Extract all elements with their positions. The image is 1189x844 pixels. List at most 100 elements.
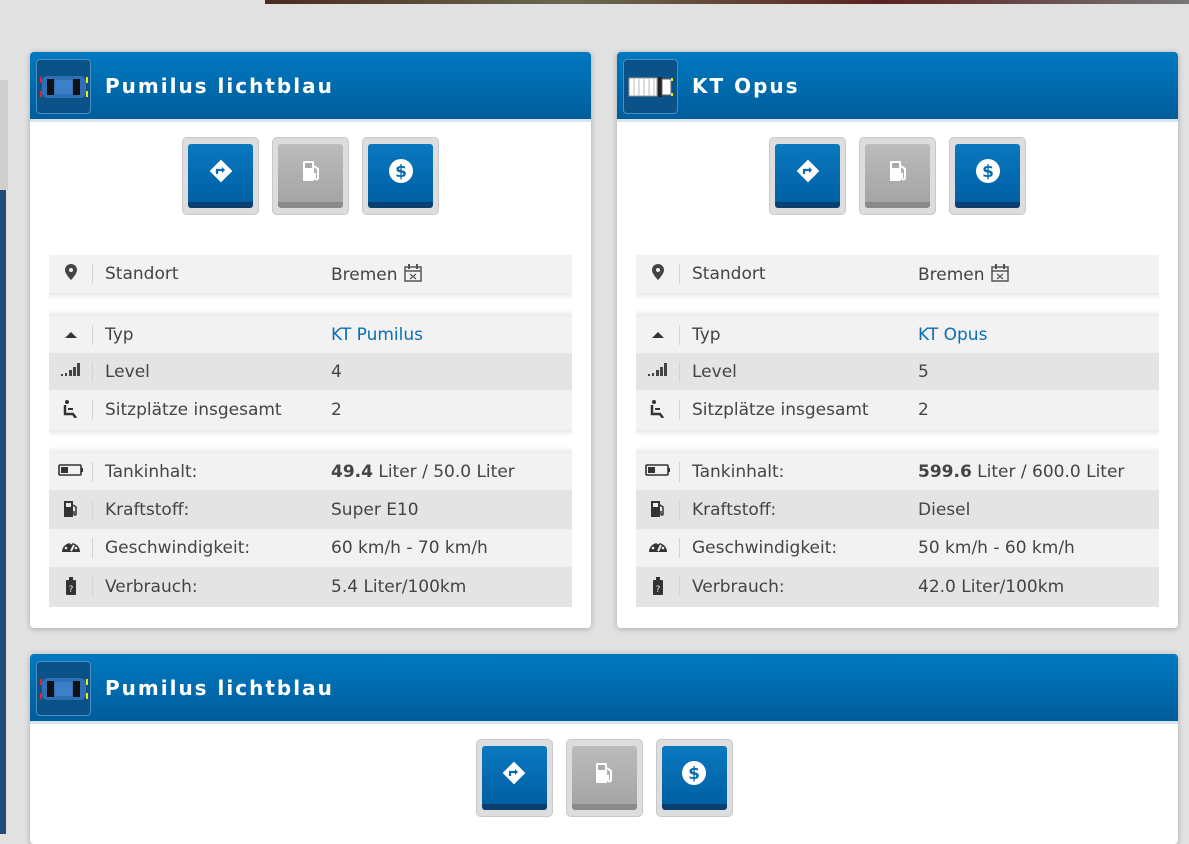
dollar-icon: $ <box>680 759 708 791</box>
section-spacer <box>49 293 572 316</box>
consumption-value-cell: 5.4 Liter/100km <box>331 577 572 597</box>
route-button-frame <box>182 137 259 215</box>
tank-value-cell: 599.6 Liter / 600.0 Liter <box>918 462 1159 482</box>
speed-value-cell: 60 km/h - 70 km/h <box>331 538 572 558</box>
cons-icon: ? <box>49 577 93 597</box>
background-strip <box>265 0 1189 4</box>
refuel-button <box>278 144 343 208</box>
section-spacer <box>636 430 1159 453</box>
detail-row-standort: Standort Bremen <box>49 255 572 293</box>
seats-value-cell: 2 <box>918 400 1159 420</box>
car-top-view-icon <box>36 59 91 114</box>
vehicle-card-header: Pumilus lichtblau <box>30 654 1178 724</box>
sell-button[interactable]: $ <box>661 746 727 810</box>
svg-text:$: $ <box>688 764 700 784</box>
fuel-pump-icon <box>887 158 909 188</box>
fuel-value: Super E10 <box>331 499 419 520</box>
bars-icon <box>49 361 93 382</box>
detail-row-speed: Geschwindigkeit: 60 km/h - 70 km/h <box>49 529 572 567</box>
fuel-pump-icon <box>300 158 322 188</box>
tank-current: 49.4 <box>331 461 373 482</box>
svg-text:?: ? <box>655 585 660 595</box>
sell-button-frame: $ <box>949 137 1026 215</box>
refuel-button-frame <box>272 137 349 215</box>
route-button-frame <box>475 739 553 817</box>
seats-value: 2 <box>918 400 929 420</box>
fuel-value: Diesel <box>918 499 971 520</box>
vehicle-card: Pumilus lichtblau $ <box>30 654 1178 844</box>
vehicle-details: Standort Bremen Typ KT Opus Level 5 Sitz… <box>636 255 1159 607</box>
level-value: 4 <box>331 361 342 382</box>
detail-row-level: Level 4 <box>49 353 572 390</box>
pin-icon <box>636 264 680 284</box>
action-buttons: $ <box>617 137 1178 215</box>
seat-icon <box>636 400 680 420</box>
battery-icon <box>636 461 680 482</box>
route-button[interactable] <box>188 144 253 208</box>
seats-value: 2 <box>331 400 342 420</box>
section-spacer <box>636 293 1159 316</box>
gauge-icon <box>49 538 93 558</box>
level-value: 5 <box>918 361 929 382</box>
sell-button[interactable]: $ <box>955 144 1020 208</box>
calendar-x-icon[interactable] <box>403 264 423 285</box>
fuel-value-cell: Super E10 <box>331 500 572 520</box>
consumption-value-cell: 42.0 Liter/100km <box>918 577 1159 597</box>
standort-value: Bremen <box>331 265 398 285</box>
detail-row-typ: Typ KT Opus <box>636 316 1159 353</box>
consumption-label: Verbrauch: <box>105 577 198 597</box>
detail-row-typ: Typ KT Pumilus <box>49 316 572 353</box>
vehicle-card-header: Pumilus lichtblau <box>30 52 591 122</box>
calendar-x-icon[interactable] <box>990 264 1010 285</box>
sell-button[interactable]: $ <box>368 144 433 208</box>
sell-button-frame: $ <box>655 739 733 817</box>
standort-value-cell: Bremen <box>918 263 1159 285</box>
typ-label: Typ <box>692 324 721 345</box>
vehicle-card-header: KT Opus <box>617 52 1178 122</box>
tank-label: Tankinhalt: <box>692 461 785 482</box>
vehicle-card: Pumilus lichtblau $ Standort Bremen Typ … <box>30 52 591 628</box>
route-icon <box>208 158 234 188</box>
seat-icon <box>49 400 93 420</box>
dollar-icon: $ <box>974 157 1002 189</box>
typ-link[interactable]: KT Pumilus <box>331 324 423 345</box>
detail-row-consumption: ? Verbrauch: 42.0 Liter/100km <box>636 567 1159 607</box>
fuel-icon <box>636 499 680 520</box>
typ-link[interactable]: KT Opus <box>918 324 988 345</box>
fuel-value-cell: Diesel <box>918 500 1159 520</box>
standort-label: Standort <box>105 264 179 284</box>
fuel-icon <box>49 499 93 520</box>
svg-text:$: $ <box>395 162 407 182</box>
level-label: Level <box>692 361 737 382</box>
tank-label: Tankinhalt: <box>105 461 198 482</box>
speed-value-cell: 50 km/h - 60 km/h <box>918 538 1159 558</box>
level-value-cell: 4 <box>331 362 572 382</box>
background-strip <box>0 80 8 190</box>
car-top-view-icon <box>36 661 91 716</box>
section-spacer <box>49 430 572 453</box>
vehicle-title: Pumilus lichtblau <box>105 74 334 98</box>
fuel-label: Kraftstoff: <box>692 499 777 520</box>
detail-row-seats: Sitzplätze insgesamt 2 <box>49 390 572 430</box>
action-buttons: $ <box>30 739 1178 817</box>
svg-text:?: ? <box>68 585 73 595</box>
detail-row-tank: Tankinhalt: 49.4 Liter / 50.0 Liter <box>49 453 572 490</box>
detail-row-seats: Sitzplätze insgesamt 2 <box>636 390 1159 430</box>
dollar-icon: $ <box>387 157 415 189</box>
typ-value-cell: KT Pumilus <box>331 325 572 345</box>
action-buttons: $ <box>30 137 591 215</box>
sell-button-frame: $ <box>362 137 439 215</box>
up-icon <box>49 324 93 345</box>
vehicle-details: Standort Bremen Typ KT Pumilus Level 4 S… <box>49 255 572 607</box>
route-button[interactable] <box>481 746 547 810</box>
seats-label: Sitzplätze insgesamt <box>692 400 869 420</box>
detail-row-fuel: Kraftstoff: Diesel <box>636 490 1159 529</box>
pin-icon <box>49 264 93 284</box>
consumption-label: Verbrauch: <box>692 577 785 597</box>
route-button[interactable] <box>775 144 840 208</box>
route-button-frame <box>769 137 846 215</box>
up-icon <box>636 324 680 345</box>
vehicle-card: KT Opus $ Standort Bremen Typ KT Opus Le… <box>617 52 1178 628</box>
background-strip <box>0 190 6 834</box>
vehicle-title: KT Opus <box>692 74 800 98</box>
